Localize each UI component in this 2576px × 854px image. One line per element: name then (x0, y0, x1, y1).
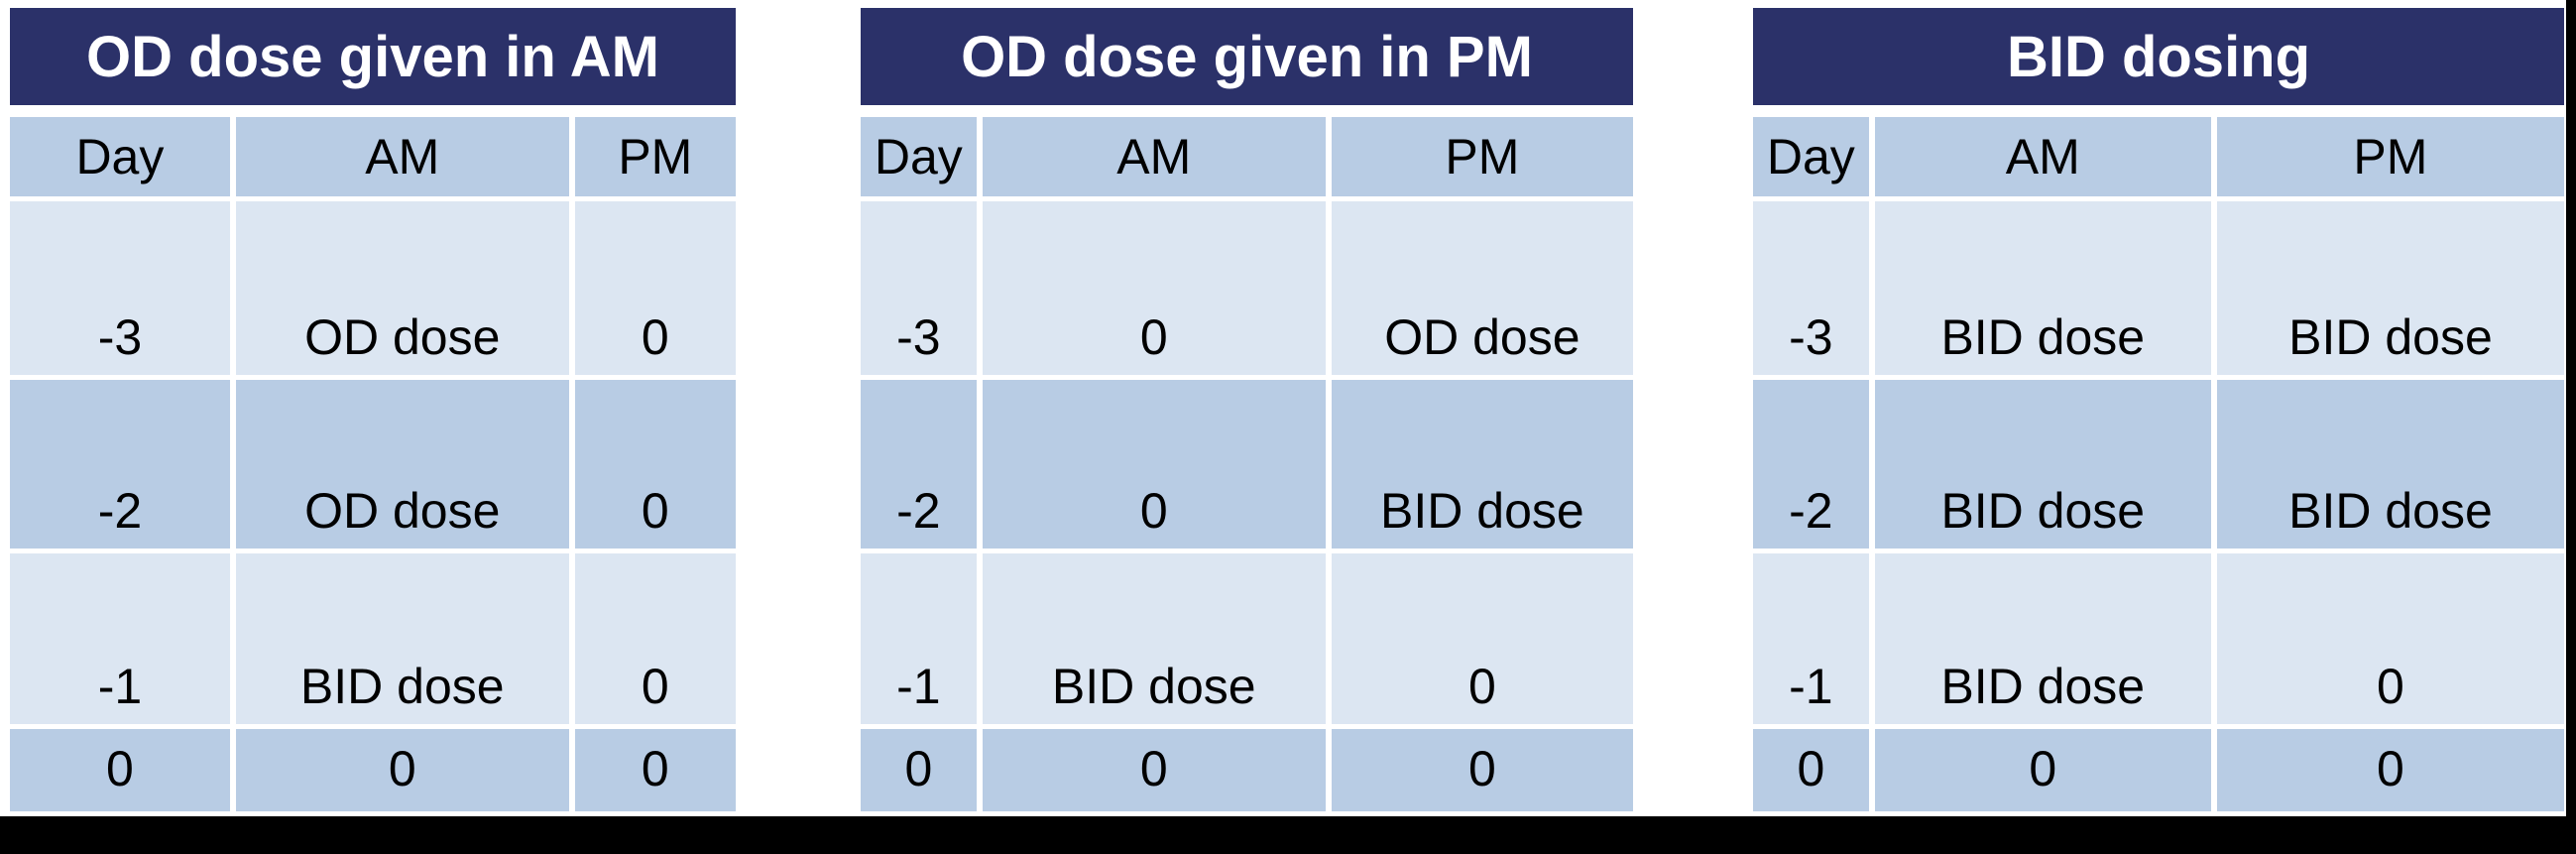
dose-cell: 0 (982, 380, 1326, 549)
dose-cell: 0 (574, 380, 736, 549)
column-header-pm: PM (1331, 117, 1633, 196)
dose-cell: 0 (574, 729, 736, 811)
column-header-am: AM (235, 117, 569, 196)
dose-cell: BID dose (1874, 380, 2211, 549)
table-title: OD dose given in AM (10, 8, 736, 105)
column-header-am: AM (1874, 117, 2211, 196)
day-cell: -2 (10, 380, 230, 549)
dose-cell: 0 (982, 201, 1326, 375)
day-cell: -3 (10, 201, 230, 375)
day-cell: -1 (10, 553, 230, 724)
day-cell: 0 (10, 729, 230, 811)
dose-cell: 0 (574, 553, 736, 724)
table-od-dose-am: OD dose given in AM Day AM PM -3 OD dose 0 -2 O… (10, 8, 736, 811)
column-header-day: Day (1753, 117, 1869, 196)
day-cell: -2 (861, 380, 977, 549)
day-cell: -3 (1753, 201, 1869, 375)
dose-cell: OD dose (1331, 201, 1633, 375)
column-header-pm: PM (574, 117, 736, 196)
dose-cell: OD dose (235, 380, 569, 549)
day-cell: 0 (1753, 729, 1869, 811)
day-cell: -2 (1753, 380, 1869, 549)
column-header-am: AM (982, 117, 1326, 196)
dose-cell: 0 (1331, 553, 1633, 724)
dose-cell: 0 (2216, 729, 2564, 811)
day-cell: -3 (861, 201, 977, 375)
table-grid: Day AM PM -3 OD dose 0 -2 OD dose 0 -1 BID dose 0 0 0… (10, 117, 736, 811)
dose-cell: BID dose (1331, 380, 1633, 549)
dose-cell: BID dose (235, 553, 569, 724)
column-header-day: Day (10, 117, 230, 196)
table-title: BID dosing (1753, 8, 2564, 105)
right-black-bar (2566, 0, 2576, 854)
table-bid-dosing: BID dosing Day AM PM -3 BID dose BID dose -2 BI… (1753, 8, 2564, 811)
dose-cell: BID dose (2216, 201, 2564, 375)
column-header-pm: PM (2216, 117, 2564, 196)
bottom-black-bar (0, 816, 2576, 854)
table-title: OD dose given in PM (861, 8, 1633, 105)
day-cell: -1 (861, 553, 977, 724)
day-cell: -1 (1753, 553, 1869, 724)
dose-cell: BID dose (1874, 201, 2211, 375)
table-od-dose-pm: OD dose given in PM Day AM PM -3 0 OD dose -2 0… (861, 8, 1633, 811)
dose-cell: 0 (235, 729, 569, 811)
table-grid: Day AM PM -3 BID dose BID dose -2 BID dose BID d… (1753, 117, 2564, 811)
day-cell: 0 (861, 729, 977, 811)
dose-cell: 0 (982, 729, 1326, 811)
dose-cell: BID dose (1874, 553, 2211, 724)
dose-cell: 0 (1874, 729, 2211, 811)
dose-cell: BID dose (982, 553, 1326, 724)
dose-cell: OD dose (235, 201, 569, 375)
dose-cell: 0 (2216, 553, 2564, 724)
dose-cell: BID dose (2216, 380, 2564, 549)
column-header-day: Day (861, 117, 977, 196)
dose-cell: 0 (574, 201, 736, 375)
table-grid: Day AM PM -3 0 OD dose -2 0 BID dose -1 BID dose 0 0… (861, 117, 1633, 811)
dose-cell: 0 (1331, 729, 1633, 811)
